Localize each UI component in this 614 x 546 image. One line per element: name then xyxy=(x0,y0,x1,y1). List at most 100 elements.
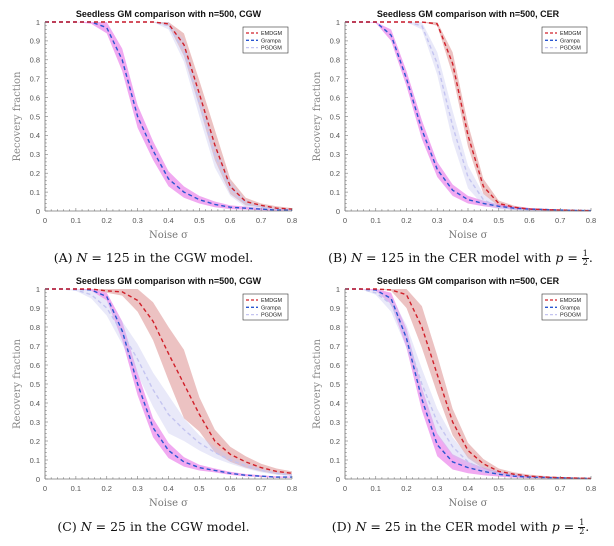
y-tick-label: 1 xyxy=(36,285,40,294)
x-tick-label: 0.3 xyxy=(132,216,142,225)
caption-label: (B) xyxy=(328,250,348,265)
x-tick-label: 0.1 xyxy=(371,484,381,493)
legend-label-pgdgm: PGDGM xyxy=(560,313,581,319)
y-tick-label: 0 xyxy=(336,207,340,216)
x-tick-label: 0.6 xyxy=(225,216,235,225)
line-grampa xyxy=(345,21,592,212)
legend-box xyxy=(541,26,588,54)
fraction-numerator: 1 xyxy=(581,249,589,259)
x-tick-label: 0.1 xyxy=(71,216,81,225)
y-tick-label: 0.8 xyxy=(30,56,40,65)
y-tick-label: 0.2 xyxy=(330,169,340,178)
legend-label-pgdgm: PGDGM xyxy=(261,313,282,319)
y-tick-label: 0.1 xyxy=(30,188,40,197)
y-tick-label: 0.7 xyxy=(330,75,340,84)
x-tick-label: 0.2 xyxy=(401,484,411,493)
x-tick-label: 0.8 xyxy=(287,216,297,225)
legend-label-emdgm: EMDGM xyxy=(261,298,283,304)
band-grampa xyxy=(45,22,292,211)
line-emdgm xyxy=(45,21,293,210)
y-tick-label: 0.4 xyxy=(330,399,340,408)
y-tick-label: 0.7 xyxy=(330,342,340,351)
y-tick-label: 0.9 xyxy=(30,304,40,313)
x-tick-label: 0.1 xyxy=(71,484,81,493)
x-tick-label: 0 xyxy=(43,216,47,225)
line-grampa xyxy=(345,288,592,480)
x-tick-label: 0.5 xyxy=(494,216,504,225)
y-tick-label: 0.5 xyxy=(30,380,40,389)
y-tick-label: 0.2 xyxy=(30,169,40,178)
line-grampa xyxy=(45,288,292,478)
legend-label-grampa: Grampa xyxy=(261,38,282,44)
x-tick-label: 0.4 xyxy=(463,484,473,493)
y-tick-label: 0 xyxy=(36,475,40,484)
y-tick-label: 1 xyxy=(336,285,340,294)
chart-a: Seedless GM comparison with n=500, CGW00… xyxy=(12,9,297,241)
caption-text: = 25 in the CER model with xyxy=(366,519,552,534)
caption-text: = 25 in the CGW model. xyxy=(91,519,250,534)
line-pgdgm xyxy=(345,288,592,480)
legend-label-grampa: Grampa xyxy=(560,38,581,44)
x-tick-label: 0.3 xyxy=(432,216,442,225)
legend-label-emdgm: EMDGM xyxy=(261,31,283,37)
caption-label: (A) xyxy=(53,250,73,265)
caption-c: (C) N = 25 in the CGW model. xyxy=(0,519,307,534)
panel-a: Seedless GM comparison with n=500, CGW 0 0… xyxy=(0,0,307,265)
chart-title: Seedless GM comparison with n=500, CGW xyxy=(76,9,262,19)
y-tick-label: 0.6 xyxy=(330,361,340,370)
legend-label-grampa: Grampa xyxy=(560,305,581,311)
y-tick-label: 1 xyxy=(336,18,340,27)
y-tick-label: 0.5 xyxy=(330,380,340,389)
caption-var: N xyxy=(355,519,367,534)
caption-end: . xyxy=(588,250,593,265)
y-tick-label: 0.2 xyxy=(30,437,40,446)
y-tick-label: 0 xyxy=(36,207,40,216)
x-tick-label: 0 xyxy=(343,216,347,225)
panel-d: Seedless GM comparison with n=500, CER 0 0… xyxy=(307,268,614,536)
line-pgdgm xyxy=(45,21,293,211)
band-pgdgm xyxy=(345,22,591,211)
caption-var: N xyxy=(80,519,92,534)
x-tick-label: 0.6 xyxy=(524,216,534,225)
x-tick-label: 0.7 xyxy=(256,484,266,493)
y-axis-label: Recovery fraction xyxy=(312,338,323,429)
panel-c: Seedless GM comparison with n=500, CGW 0 0… xyxy=(0,268,307,534)
caption-eq: = xyxy=(559,519,579,534)
x-axis-label: Noise σ xyxy=(448,230,487,241)
caption-a: (A) N = 125 in the CGW model. xyxy=(0,250,307,265)
y-tick-label: 0.3 xyxy=(30,418,40,427)
caption-var2: p xyxy=(555,250,564,265)
x-tick-label: 0.7 xyxy=(555,484,565,493)
caption-text: = 125 in the CER model with xyxy=(362,250,556,265)
x-tick-label: 0 xyxy=(343,484,347,493)
chart-b: Seedless GM comparison with n=500, CER00… xyxy=(312,9,596,241)
y-tick-label: 0.4 xyxy=(30,131,40,140)
chart-title: Seedless GM comparison with n=500, CER xyxy=(377,9,560,19)
x-tick-label: 0.3 xyxy=(132,484,142,493)
x-tick-label: 0.2 xyxy=(102,216,112,225)
y-tick-label: 0.3 xyxy=(330,418,340,427)
caption-var: N xyxy=(351,250,363,265)
caption-var: N xyxy=(76,250,88,265)
x-tick-label: 0.2 xyxy=(102,484,112,493)
x-tick-label: 0.4 xyxy=(163,216,173,225)
y-tick-label: 0.9 xyxy=(30,37,40,46)
caption-end: . xyxy=(585,519,590,534)
chart-title: Seedless GM comparison with n=500, CGW xyxy=(76,276,262,286)
fraction-denominator: 2 xyxy=(582,258,588,267)
y-tick-label: 0.4 xyxy=(30,399,40,408)
x-tick-label: 0.5 xyxy=(194,216,204,225)
y-axis-label: Recovery fraction xyxy=(12,338,23,429)
y-tick-label: 0.9 xyxy=(330,304,340,313)
y-tick-label: 0.4 xyxy=(330,131,340,140)
x-tick-label: 0.4 xyxy=(163,484,173,493)
chart-c: Seedless GM comparison with n=500, CGW 0 0… xyxy=(12,276,297,509)
x-tick-label: 0.4 xyxy=(463,216,473,225)
caption-var2: p xyxy=(551,519,560,534)
x-tick-label: 0.6 xyxy=(225,484,235,493)
legend-label-emdgm: EMDGM xyxy=(560,31,582,37)
